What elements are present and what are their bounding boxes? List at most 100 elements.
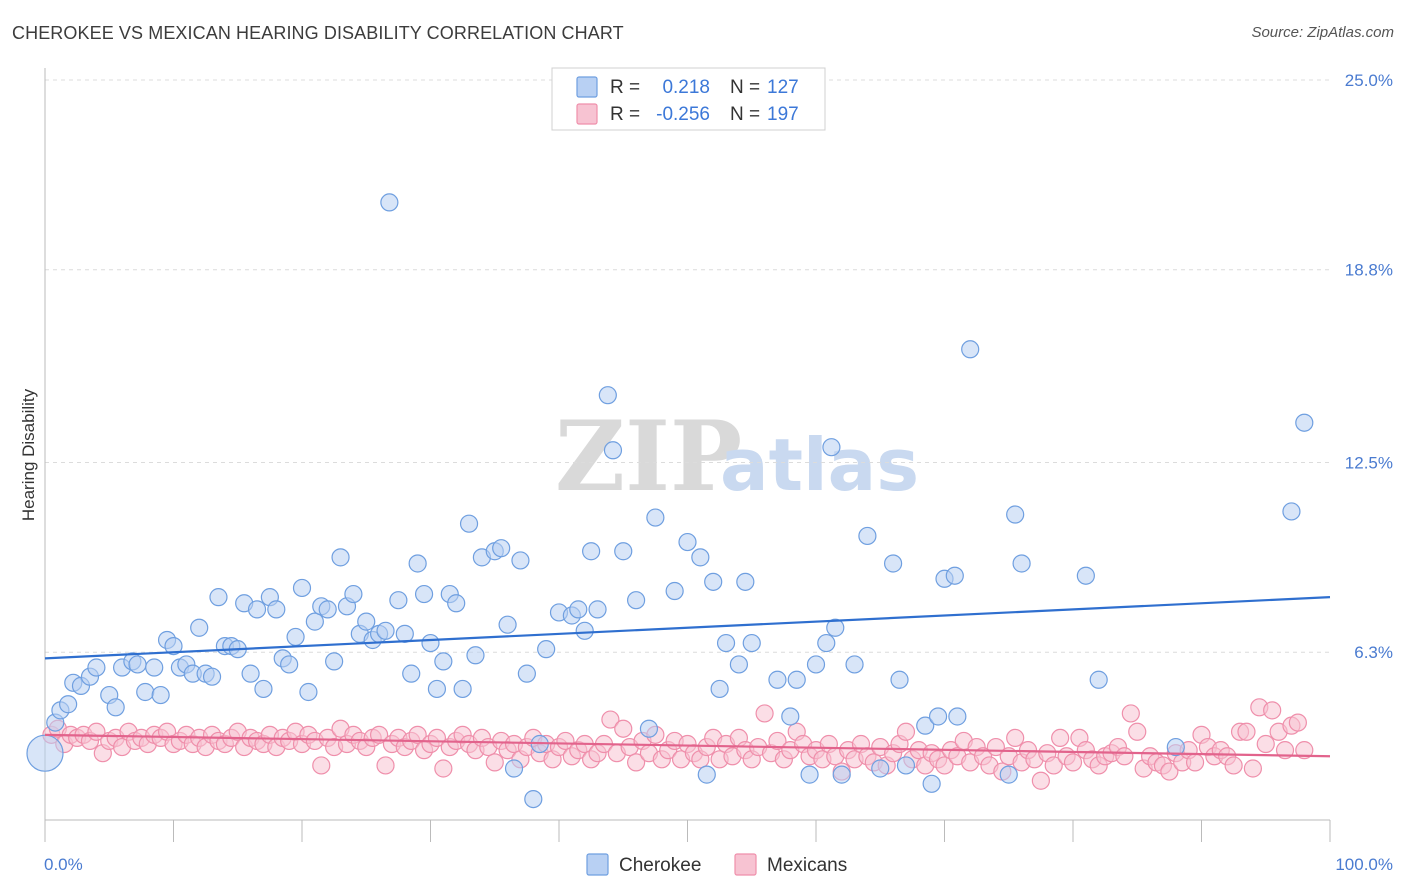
cherokee-point-120 (1006, 505, 1025, 524)
cherokee-point-43 (331, 548, 350, 567)
cherokee-point-58 (427, 679, 447, 699)
cherokee-point-78 (575, 621, 594, 640)
watermark-zip: ZIP (555, 400, 742, 513)
cherokee-point-13 (136, 682, 155, 702)
series-cherokee (26, 193, 1314, 809)
mexicans-point-187 (1243, 759, 1263, 778)
legend-n-value-mexicans: 197 (767, 104, 799, 125)
mexicans-point-159 (1063, 753, 1083, 772)
cherokee-point-30 (247, 600, 267, 619)
cherokee-point-116 (945, 566, 964, 585)
mexicans-point-80 (556, 731, 575, 751)
legend-r-value-cherokee: 0.218 (662, 77, 710, 98)
series-mexicans (42, 698, 1314, 790)
cherokee-point-61 (447, 594, 466, 613)
cherokee-point-14 (145, 658, 164, 677)
cherokee-trend-line (44, 596, 1331, 660)
mexicans-point-154 (1031, 771, 1050, 790)
mexicans-point-190 (1263, 701, 1282, 720)
cherokee-point-103 (822, 438, 841, 457)
cherokee-point-80 (588, 600, 607, 619)
cherokee-point-99 (787, 670, 806, 689)
cherokee-point-106 (845, 655, 864, 674)
y-tick-label-1: 12.5% (1345, 454, 1393, 473)
mexicans-point-194 (1288, 713, 1307, 732)
cherokee-point-24 (209, 588, 228, 607)
cherokee-point-123 (1089, 670, 1108, 689)
cherokee-point-97 (768, 670, 787, 689)
cherokee-point-93 (716, 633, 736, 653)
legend-r-label-cherokee: R = (610, 77, 640, 98)
cherokee-point-113 (922, 774, 941, 793)
cherokee-point-3 (59, 695, 78, 714)
cherokee-point-45 (344, 584, 363, 604)
cherokee-point-105 (832, 765, 851, 784)
mexicans-point-61 (434, 759, 453, 778)
bottom-legend-label-cherokee: Cherokee (619, 855, 701, 876)
bottom-legend-swatch-cherokee (586, 853, 609, 876)
cherokee-point-104 (826, 618, 845, 637)
mexicans-point-169 (1128, 722, 1147, 741)
cherokee-point-15 (151, 685, 170, 705)
mexicans-point-69 (485, 753, 504, 772)
legend-n-value-cherokee: 127 (767, 77, 799, 98)
cherokee-point-112 (916, 716, 935, 735)
mexicans-point-195 (1295, 741, 1314, 760)
cherokee-point-82 (603, 441, 623, 460)
cherokee-point-98 (781, 707, 800, 726)
mexicans-point-87 (601, 710, 620, 729)
cherokee-point-63 (459, 514, 479, 533)
cherokee-point-31 (254, 679, 273, 699)
cherokee-point-79 (582, 542, 601, 561)
cherokee-point-9 (106, 698, 125, 717)
cherokee-point-101 (806, 655, 826, 674)
cherokee-point-0 (26, 734, 64, 772)
chart-title: CHEROKEE VS MEXICAN HEARING DISABILITY C… (12, 23, 624, 43)
cherokee-point-59 (434, 652, 453, 671)
cherokee-point-52 (389, 591, 408, 610)
cherokee-point-126 (1295, 413, 1314, 432)
cherokee-point-122 (1076, 566, 1095, 585)
mexicans-point-111 (755, 704, 774, 723)
legend: R = 0.218 N = 127 R = -0.256 N = 197 (551, 67, 826, 131)
cherokee-point-91 (704, 572, 723, 591)
cherokee-point-119 (999, 765, 1018, 784)
cherokee-point-55 (408, 554, 427, 573)
source-label: Source: ZipAtlas.com (1251, 24, 1394, 41)
cherokee-point-121 (1012, 554, 1031, 573)
mexicans-point-168 (1121, 704, 1140, 723)
cherokee-point-57 (421, 633, 440, 653)
y-tick-label-0: 6.3% (1354, 643, 1393, 662)
cherokee-point-29 (241, 664, 260, 683)
cherokee-point-50 (376, 621, 395, 640)
cherokee-point-109 (883, 554, 903, 573)
mexicans-trend-line (44, 733, 1331, 758)
y-tick-label-2: 18.8% (1345, 261, 1393, 280)
cherokee-point-110 (890, 670, 909, 689)
cherokee-point-33 (267, 600, 286, 619)
cherokee-point-12 (128, 655, 147, 674)
cherokee-point-92 (710, 679, 729, 699)
axes (44, 68, 1331, 842)
y-tick-label-3: 25.0% (1345, 71, 1393, 90)
x-tick-label-0: 0.0% (44, 855, 83, 874)
mexicans-point-184 (1224, 756, 1243, 775)
cherokee-point-114 (928, 707, 948, 726)
mexicans-point-57 (408, 725, 427, 744)
watermark-atlas: atlas (720, 423, 919, 507)
cherokee-point-118 (961, 340, 980, 359)
cherokee-point-124 (1166, 737, 1185, 757)
mexicans-point-150 (1006, 728, 1025, 748)
cherokee-point-89 (691, 548, 710, 567)
mexicans-point-167 (1115, 747, 1134, 766)
legend-n-label-cherokee: N = (730, 77, 760, 98)
cherokee-point-111 (896, 756, 916, 775)
cherokee-point-125 (1282, 502, 1301, 521)
legend-n-label-mexicans: N = (730, 104, 760, 125)
cherokee-point-7 (87, 658, 106, 677)
cherokee-point-69 (504, 759, 524, 778)
cherokee-point-62 (453, 679, 472, 699)
cherokee-point-17 (164, 636, 183, 656)
cherokee-point-72 (524, 789, 543, 809)
